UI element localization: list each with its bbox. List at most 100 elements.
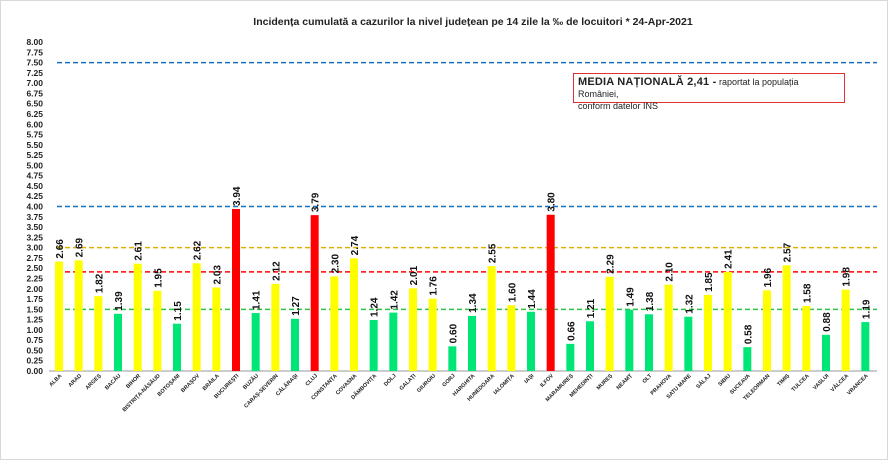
bar-value-label: 3.79 <box>311 192 322 212</box>
y-tick-label: 4.25 <box>26 191 43 201</box>
bar <box>448 346 457 371</box>
x-tick-label: TIMIȘ <box>776 373 791 388</box>
x-tick-label: BRAȘOV <box>180 373 201 394</box>
bar-value-label: 2.61 <box>134 241 145 261</box>
bar <box>251 313 260 371</box>
bar <box>369 320 378 371</box>
y-tick-label: 5.50 <box>26 140 43 150</box>
bar-value-label: 2.57 <box>783 242 794 262</box>
bar-value-label: 1.21 <box>586 298 597 318</box>
bar-value-label: 1.85 <box>704 272 715 292</box>
note-text-1: raportat la populația României, <box>578 77 799 99</box>
y-tick-label: 5.75 <box>26 130 43 140</box>
bar <box>468 315 476 371</box>
bar <box>94 296 103 371</box>
bar-value-label: 1.42 <box>389 290 400 310</box>
y-tick-label: 3.75 <box>26 212 43 222</box>
bar <box>507 305 516 371</box>
y-tick-label: 7.50 <box>26 58 43 68</box>
bar <box>625 309 634 371</box>
bar <box>55 261 63 371</box>
x-tick-label: SĂLAJ <box>695 372 713 390</box>
x-tick-label: VASLUI <box>812 373 831 392</box>
bar-value-label: 3.80 <box>547 192 558 212</box>
x-tick-label: CLUJ <box>305 373 319 387</box>
bar <box>114 313 122 371</box>
y-tick-label: 3.25 <box>26 232 43 242</box>
x-tick-label: SIBIU <box>717 373 732 388</box>
bar-value-label: 0.88 <box>822 312 833 332</box>
x-tick-label: ILFOV <box>539 373 555 389</box>
note-bold: MEDIA NAȚIONALĂ 2,41 - <box>578 76 717 88</box>
y-tick-label: 1.25 <box>26 315 43 325</box>
y-tick-label: 2.00 <box>26 284 43 294</box>
bar <box>586 321 594 371</box>
bar-value-label: 1.98 <box>842 267 853 287</box>
national-average-note: MEDIA NAȚIONALĂ 2,41 - raportat la popul… <box>573 73 845 111</box>
bar-value-label: 1.49 <box>625 287 636 307</box>
bar <box>645 314 653 371</box>
bar <box>487 266 496 371</box>
bar <box>310 215 319 371</box>
bar-value-label: 2.29 <box>606 254 617 274</box>
x-tick-label: DOLJ <box>383 373 398 388</box>
x-tick-label: GALAȚI <box>399 373 418 392</box>
bar-value-label: 0.58 <box>743 324 754 344</box>
y-tick-label: 8.00 <box>26 37 43 47</box>
y-tick-label: 0.50 <box>26 345 43 355</box>
bar <box>232 208 240 371</box>
bar <box>546 214 555 371</box>
y-tick-label: 6.75 <box>26 88 43 98</box>
bar <box>763 290 771 371</box>
bar-value-label: 1.32 <box>684 294 695 314</box>
x-tick-label: BISTRIȚA-NĂSĂUD <box>121 372 162 413</box>
bar <box>153 290 162 371</box>
bar-value-label: 1.19 <box>861 299 872 319</box>
chart-title: Incidența cumulată a cazurilor la nivel … <box>253 16 693 28</box>
y-tick-label: 0.25 <box>26 356 43 366</box>
bar-value-label: 1.95 <box>153 268 164 288</box>
bar-value-label: 1.39 <box>114 291 125 311</box>
x-tick-label: GIURGIU <box>416 373 437 394</box>
bar-value-label: 2.74 <box>350 235 361 255</box>
bar-value-label: 0.60 <box>448 323 459 343</box>
x-tick-label: BUZĂU <box>242 372 261 391</box>
bar <box>841 289 850 371</box>
bar-value-label: 2.62 <box>193 240 204 260</box>
x-tick-label: NEAMȚ <box>616 373 635 392</box>
x-tick-label: TULCEA <box>791 373 811 393</box>
bar-value-label: 1.27 <box>291 296 302 316</box>
y-tick-label: 7.00 <box>26 78 43 88</box>
bar <box>74 260 83 371</box>
y-tick-label: 6.25 <box>26 109 43 119</box>
bar-value-label: 1.76 <box>429 276 440 296</box>
bar-value-label: 2.10 <box>665 262 676 282</box>
bar <box>212 287 221 371</box>
bar-value-label: 1.96 <box>763 267 774 287</box>
x-tick-label: OLT <box>642 373 654 385</box>
bar-value-label: 2.66 <box>55 239 66 259</box>
bar <box>802 306 811 371</box>
y-tick-label: 5.00 <box>26 160 43 170</box>
bar-value-label: 2.12 <box>271 261 282 281</box>
y-tick-label: 7.75 <box>26 47 43 57</box>
bar-value-label: 1.60 <box>507 282 518 302</box>
bar-value-label: 1.24 <box>370 297 381 317</box>
bar <box>409 288 417 371</box>
y-tick-label: 4.50 <box>26 181 43 191</box>
x-tick-label: BIHOR <box>125 373 142 390</box>
y-tick-label: 1.50 <box>26 304 43 314</box>
bar <box>271 283 280 371</box>
y-tick-label: 2.75 <box>26 253 43 263</box>
x-tick-label: GORJ <box>441 373 456 388</box>
x-tick-label: ARGEȘ <box>85 373 103 391</box>
y-tick-label: 2.25 <box>26 273 43 283</box>
bar <box>291 318 299 371</box>
bar <box>704 294 712 371</box>
y-tick-label: 7.25 <box>26 68 43 78</box>
y-axis: 0.000.250.500.751.001.251.501.752.002.25… <box>26 37 877 376</box>
bar-value-label: 2.01 <box>409 265 420 285</box>
bar-value-label: 3.94 <box>232 186 243 206</box>
bar <box>861 322 870 371</box>
